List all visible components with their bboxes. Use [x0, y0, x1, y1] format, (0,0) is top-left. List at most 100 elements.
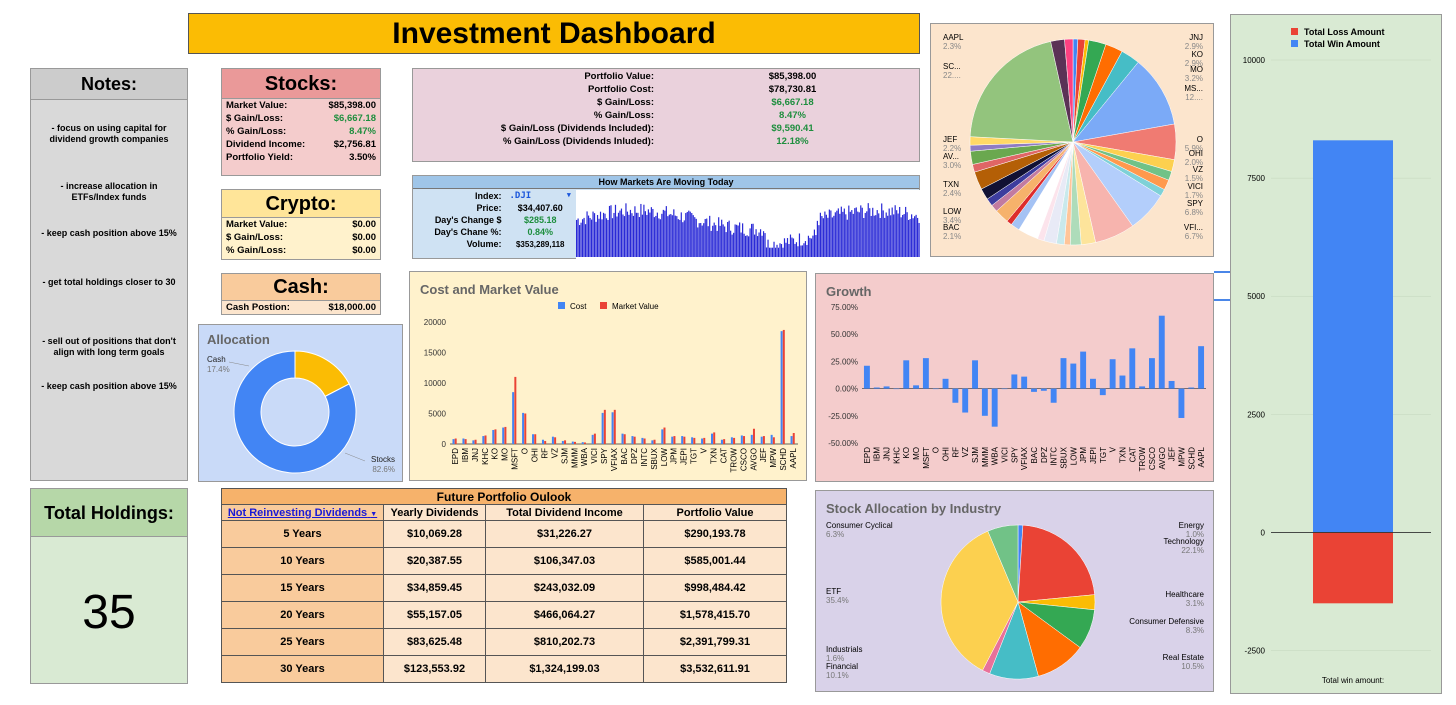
- sparkline-bar: [694, 217, 696, 257]
- growth-bar: [942, 378, 949, 389]
- sparkline-bar: [800, 245, 802, 257]
- market-value-bar: [603, 409, 606, 444]
- sparkline-bar: [614, 204, 617, 257]
- sparkline-bar: [842, 211, 844, 257]
- cost-bar: [551, 436, 554, 444]
- sparkline-bar: [731, 234, 733, 257]
- sparkline-bar: [836, 210, 838, 257]
- sparkline-bar: [599, 211, 602, 257]
- sparkline-bar: [680, 212, 682, 257]
- sparkline-bar: [659, 219, 661, 257]
- sparkline-bar: [818, 225, 820, 257]
- sparkline-bar: [577, 218, 579, 257]
- total-cell: $810,202.73: [485, 628, 644, 656]
- market-value-bar: [504, 426, 507, 444]
- x-tick-label: V: [1109, 446, 1118, 452]
- stocks-value: $2,756.81: [333, 139, 376, 150]
- sparkline-bar: [635, 212, 638, 257]
- leader-line: [228, 361, 250, 367]
- sparkline-bar: [894, 205, 896, 257]
- industry-slice: [987, 524, 1019, 603]
- growth-bar: [1188, 387, 1195, 389]
- sparkline-bar: [745, 235, 747, 257]
- sparkline-bar: [623, 216, 626, 257]
- sparkline-bar: [902, 214, 904, 257]
- sparkline-bar: [737, 225, 739, 257]
- stocks-label: Market Value:: [226, 100, 288, 111]
- sparkline-bar: [692, 215, 694, 257]
- x-tick-label: IBM: [461, 448, 470, 463]
- slice-pct: 6.3%: [826, 530, 844, 539]
- period-cell: 15 Years: [221, 574, 384, 602]
- summary-label: Portfolio Cost:: [588, 84, 654, 95]
- growth-bar: [903, 360, 910, 389]
- slice-label: ETF: [826, 587, 841, 596]
- growth-bar: [1021, 376, 1028, 389]
- x-tick-label: TGT: [690, 448, 699, 464]
- x-tick-label: CAT: [719, 448, 728, 464]
- connector-line: [1214, 271, 1230, 301]
- growth-panel: Growth -50.00% -25.00% 0.00% 25.00% 50.00% 75…: [815, 273, 1214, 482]
- sparkline-bar: [655, 215, 657, 257]
- cost-bar: [482, 436, 485, 444]
- sparkline-bar: [605, 218, 608, 257]
- x-tick-label: VFIAX: [610, 447, 619, 471]
- sparkline-bar: [915, 214, 917, 257]
- market-value-bar: [762, 436, 765, 444]
- sparkline-bar: [583, 217, 585, 257]
- sparkline-bar: [658, 218, 660, 257]
- sparkline-bar: [848, 205, 850, 257]
- sparkline-bar: [602, 212, 605, 257]
- pct-label: Day's Chane %:: [434, 227, 502, 237]
- sparkline-bar: [637, 212, 639, 257]
- stocks-value: $85,398.00: [328, 100, 376, 111]
- summary-label: % Gain/Loss (Dividends Inluded):: [503, 136, 654, 147]
- growth-bar: [1090, 378, 1096, 389]
- x-tick-label: AAPL: [1197, 446, 1206, 467]
- sparkline-bar: [641, 214, 644, 257]
- sparkline-bar: [610, 205, 612, 257]
- y-tick-label: 15000: [424, 349, 447, 358]
- index-select[interactable]: .DJI ▼: [509, 191, 571, 201]
- cost-bar: [661, 429, 664, 444]
- sparkline-bar: [619, 210, 621, 257]
- market-value-bar: [752, 428, 755, 444]
- cost-bar: [711, 433, 713, 444]
- sparkline-bar: [629, 209, 632, 257]
- value-cell: $585,001.44: [643, 547, 787, 575]
- slice-pct: 2.9%: [1185, 59, 1203, 68]
- x-tick-label: BAC: [620, 448, 629, 465]
- sparkline-bar: [854, 208, 856, 257]
- sparkline-bar: [843, 208, 845, 257]
- sparkline-bar: [722, 224, 724, 257]
- sparkline-bar: [767, 239, 769, 257]
- sparkline-bar: [733, 232, 735, 257]
- volume-label: Volume:: [466, 239, 502, 249]
- x-tick-label: V: [700, 447, 709, 453]
- sparkline-bar: [819, 212, 821, 257]
- cost-bar: [532, 434, 535, 444]
- holdings-pie: AAPL2.3%SC...22....JEF2.2%AV...3.0%TXN2.…: [943, 33, 1204, 246]
- sparkline-bar: [647, 209, 649, 257]
- x-tick-label: JEPI: [1089, 447, 1098, 464]
- sparkline-bar: [768, 247, 771, 257]
- stocks-label: % Gain/Loss:: [226, 126, 287, 137]
- growth-bar: [883, 386, 890, 389]
- holding-slice: [1064, 38, 1074, 143]
- slice-pct: 2.2%: [943, 144, 961, 153]
- growth-bar: [1198, 346, 1205, 389]
- sparkline-bar: [698, 223, 700, 257]
- sparkline-bar: [748, 236, 750, 257]
- note-item: - increase allocation in ETFs/Index fund…: [60, 181, 158, 203]
- sparkline-bar: [897, 213, 899, 257]
- cash-heading: Cash:: [222, 274, 380, 301]
- sparkline-bar: [632, 215, 635, 257]
- growth-bar: [1070, 363, 1077, 389]
- sparkline-bar: [683, 220, 685, 257]
- slice-label: Technology: [1164, 537, 1204, 546]
- dividend-mode-select[interactable]: Not Reinvesting Dividends ▼: [221, 504, 384, 521]
- market-value-bar: [564, 440, 567, 444]
- market-value-bar: [792, 433, 795, 444]
- sparkline-bar: [804, 241, 807, 257]
